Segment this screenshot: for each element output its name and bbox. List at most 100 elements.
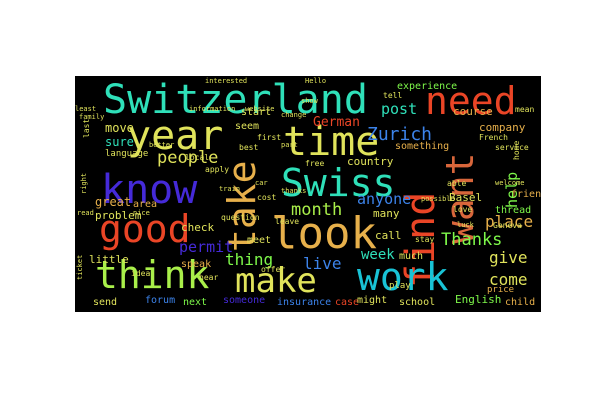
word-switzerland: Switzerland <box>103 77 368 123</box>
word-need: need <box>425 79 517 123</box>
word-train: train <box>219 185 241 193</box>
word-interested: interested <box>205 77 248 85</box>
word-leave: leave <box>275 217 300 226</box>
word-send: send <box>93 297 118 308</box>
word-company: company <box>479 121 526 134</box>
word-language: language <box>105 149 149 159</box>
word-possible: possible <box>421 195 455 203</box>
word-problem: problem <box>95 209 142 222</box>
word-month: month <box>291 200 343 220</box>
word-insurance: insurance <box>277 297 332 308</box>
word-something: something <box>395 141 450 152</box>
word-permit: permit <box>179 238 234 256</box>
word-swiss: Swiss <box>281 161 396 205</box>
word-many: many <box>373 207 400 220</box>
word-thanks: Thanks <box>441 230 503 250</box>
word-service: service <box>495 143 529 152</box>
word-much: much <box>399 251 424 262</box>
word-friend: friend <box>511 189 541 200</box>
word-come: come <box>489 270 528 289</box>
word-show: show <box>301 97 318 105</box>
word-forum: forum <box>145 295 176 306</box>
word-start: start <box>241 107 272 118</box>
word-meet: meet <box>247 235 272 246</box>
word-better: better <box>149 141 175 149</box>
word-school: school <box>399 297 436 308</box>
word-french: French <box>479 133 508 142</box>
word-country: country <box>347 155 394 168</box>
word-look: look <box>271 208 377 259</box>
word-sure: sure <box>105 135 134 149</box>
word-free: free <box>305 159 325 168</box>
word-offer: offer <box>261 265 286 274</box>
word-mean: mean <box>515 105 535 114</box>
word-call: call <box>375 229 402 242</box>
word-hello: Hello <box>305 77 327 85</box>
word-week: week <box>361 247 395 263</box>
word-give: give <box>489 248 528 267</box>
word-question: question <box>221 213 260 222</box>
word-family: family <box>79 113 105 121</box>
word-first: first <box>257 133 282 142</box>
word-next: next <box>183 297 208 308</box>
word-check: check <box>181 221 215 234</box>
word-case: case <box>335 297 360 308</box>
word-someone: someone <box>223 295 266 306</box>
word-experience: experience <box>397 81 458 92</box>
word-thanks-small: thanks <box>281 187 307 195</box>
word-change: change <box>281 111 307 119</box>
word-right: right <box>80 172 88 194</box>
word-child: child <box>505 297 536 308</box>
word-good: good <box>99 207 191 251</box>
word-hear: hear <box>199 273 219 282</box>
word-make: make <box>235 261 317 301</box>
word-cloud: Switzerland need year time take find wan… <box>75 76 541 312</box>
word-last: last <box>82 118 91 138</box>
word-move: move <box>105 121 134 135</box>
word-price: price <box>487 285 515 295</box>
word-apply: apply <box>205 165 230 174</box>
word-thread: thread <box>495 205 532 216</box>
word-post: post <box>381 100 418 118</box>
word-able: able <box>447 179 467 188</box>
word-course: course <box>453 105 493 118</box>
word-stay: stay <box>415 235 435 244</box>
word-idea: idea <box>131 269 151 278</box>
word-place: place <box>485 212 534 231</box>
word-least: least <box>75 105 97 113</box>
word-thing: thing <box>225 250 274 269</box>
word-information: information <box>189 105 236 113</box>
word-speak: speak <box>181 259 212 270</box>
word-local: local <box>185 153 210 162</box>
word-german: German <box>313 115 360 130</box>
word-read: read <box>77 209 94 217</box>
word-live: live <box>303 254 342 273</box>
word-think: think <box>95 253 210 297</box>
word-tell: tell <box>383 91 403 100</box>
word-play: play <box>389 281 411 291</box>
word-zurich: Zurich <box>367 124 433 145</box>
word-best: best <box>239 143 259 152</box>
word-seem: seem <box>235 121 260 132</box>
word-work: work <box>357 255 449 299</box>
word-cost: cost <box>257 193 277 202</box>
word-time: time <box>283 119 380 165</box>
word-know: know <box>101 167 198 213</box>
word-car: car <box>255 179 268 187</box>
word-luck: luck <box>457 221 474 229</box>
word-nice: nice <box>133 209 150 217</box>
word-home: home <box>512 140 521 160</box>
word-great: great <box>95 195 132 209</box>
word-people: people <box>157 148 219 168</box>
word-website: website <box>245 105 275 113</box>
word-little: little <box>89 253 129 266</box>
word-area: area <box>133 199 158 210</box>
word-english: English <box>455 293 502 306</box>
word-year: year <box>127 113 224 159</box>
word-love: love <box>453 205 473 214</box>
word-welcome: welcome <box>495 179 525 187</box>
word-part: part <box>281 141 298 149</box>
word-ticket: ticket <box>76 254 84 280</box>
word-geneva: Geneva <box>493 221 522 230</box>
word-anyone: anyone <box>357 190 412 208</box>
